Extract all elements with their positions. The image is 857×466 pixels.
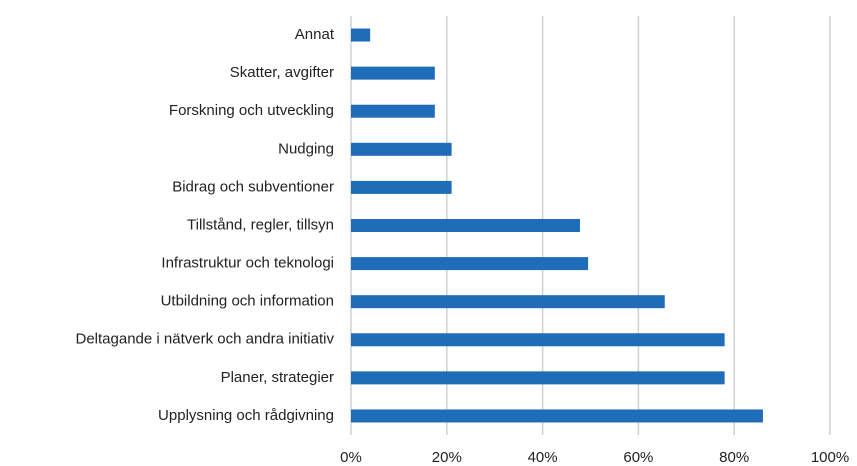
y-tick-label: Annat (295, 26, 335, 43)
bar (351, 295, 665, 309)
y-tick-label: Upplysning och rådgivning (158, 407, 334, 424)
bar (351, 66, 435, 80)
bar (351, 257, 589, 271)
y-tick-label: Planer, strategier (221, 369, 334, 386)
bar (351, 371, 725, 385)
x-tick-label: 40% (528, 449, 558, 466)
bar (351, 104, 435, 118)
y-tick-label: Infrastruktur och teknologi (161, 255, 334, 272)
y-tick-label: Tillstånd, regler, tillsyn (187, 216, 334, 233)
x-tick-label: 20% (432, 449, 462, 466)
y-tick-label: Utbildning och information (161, 293, 334, 310)
y-tick-label: Skatter, avgifter (230, 64, 334, 81)
bar (351, 333, 725, 347)
bar (351, 409, 763, 423)
bar (351, 28, 371, 42)
x-tick-label: 80% (719, 449, 749, 466)
y-tick-label: Nudging (278, 140, 334, 157)
x-tick-label: 60% (623, 449, 653, 466)
y-tick-label: Bidrag och subventioner (172, 178, 334, 195)
y-tick-label: Forskning och utveckling (169, 102, 334, 119)
bar (351, 180, 452, 194)
x-tick-label: 0% (340, 449, 362, 466)
x-tick-label: 100% (811, 449, 849, 466)
bar (351, 142, 452, 156)
y-tick-label: Deltagande i nätverk och andra initiativ (76, 331, 335, 348)
bar (351, 219, 580, 232)
